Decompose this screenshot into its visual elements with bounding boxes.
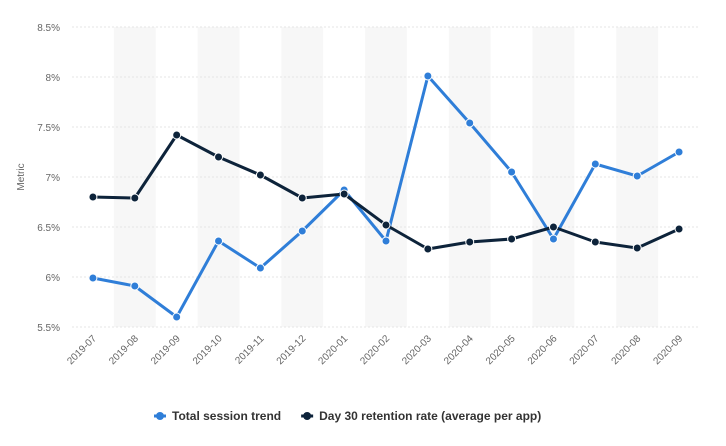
data-point-series-1[interactable] [130, 281, 140, 291]
x-tick-label: 2020-08 [610, 333, 644, 367]
x-tick-label: 2019-09 [149, 333, 183, 367]
data-point-series-2[interactable] [590, 237, 600, 247]
data-point-series-1[interactable] [297, 226, 307, 236]
x-axis-tick-labels: 2019-07 2019-08 2019-09 2019-10 2019-11 2019-… [65, 333, 685, 367]
data-point-series-2[interactable] [88, 192, 98, 202]
legend-label: Total session trend [172, 409, 281, 423]
x-tick-label: 2020-01 [317, 333, 351, 367]
x-tick-label: 2019-08 [107, 333, 141, 367]
y-tick-label: 6.5% [37, 223, 60, 234]
y-axis-label: Metric [16, 163, 27, 190]
x-tick-label: 2020-07 [568, 333, 602, 367]
x-tick-label: 2019-12 [275, 333, 309, 367]
legend-item-1[interactable]: Total session trend [154, 409, 281, 423]
data-point-series-2[interactable] [255, 170, 265, 180]
x-tick-label: 2020-02 [358, 333, 392, 367]
data-point-series-1[interactable] [632, 171, 642, 181]
data-point-series-1[interactable] [255, 263, 265, 273]
data-point-series-2[interactable] [507, 234, 517, 244]
data-point-series-2[interactable] [548, 222, 558, 232]
y-tick-label: 8% [46, 73, 61, 84]
x-tick-label: 2019-07 [65, 333, 99, 367]
data-point-series-2[interactable] [214, 152, 224, 162]
data-point-series-2[interactable] [339, 189, 349, 199]
data-point-series-1[interactable] [172, 312, 182, 322]
y-tick-label: 7% [46, 173, 61, 184]
data-point-series-1[interactable] [590, 159, 600, 169]
x-tick-label: 2020-06 [526, 333, 560, 367]
x-tick-label: 2020-04 [442, 333, 476, 367]
data-point-series-2[interactable] [172, 130, 182, 140]
legend-marker [156, 412, 164, 420]
y-tick-label: 6% [46, 273, 61, 284]
legend-item-2[interactable]: Day 30 retention rate (average per app) [301, 409, 541, 423]
series-points [88, 71, 684, 322]
x-tick-label: 2020-09 [651, 333, 685, 367]
data-point-series-2[interactable] [632, 243, 642, 253]
data-point-series-1[interactable] [674, 147, 684, 157]
x-tick-label: 2020-03 [400, 333, 434, 367]
legend-marker [303, 412, 312, 420]
data-point-series-2[interactable] [423, 244, 433, 254]
y-tick-label: 8.5% [37, 23, 60, 34]
data-point-series-1[interactable] [423, 71, 433, 81]
x-tick-label: 2019-11 [233, 333, 267, 367]
x-tick-label: 2019-10 [191, 333, 225, 367]
data-point-series-1[interactable] [88, 273, 98, 283]
y-tick-label: 7.5% [37, 123, 60, 134]
data-point-series-2[interactable] [381, 220, 391, 230]
y-axis-tick-labels: 5.5% 6% 6.5% 7% 7.5% 8% 8.5% [37, 23, 60, 334]
x-tick-label: 2020-05 [484, 333, 518, 367]
y-tick-label: 5.5% [37, 323, 60, 334]
legend-label: Day 30 retention rate (average per app) [319, 409, 541, 423]
data-point-series-1[interactable] [465, 118, 475, 128]
data-point-series-1[interactable] [548, 234, 558, 244]
legend[interactable]: Total session trend Day 30 retention rate… [154, 409, 541, 423]
data-point-series-2[interactable] [130, 193, 140, 203]
data-point-series-1[interactable] [381, 236, 391, 246]
data-point-series-1[interactable] [214, 236, 224, 246]
data-point-series-2[interactable] [674, 224, 684, 234]
data-point-series-2[interactable] [465, 237, 475, 247]
data-point-series-2[interactable] [297, 193, 307, 203]
data-point-series-1[interactable] [507, 167, 517, 177]
